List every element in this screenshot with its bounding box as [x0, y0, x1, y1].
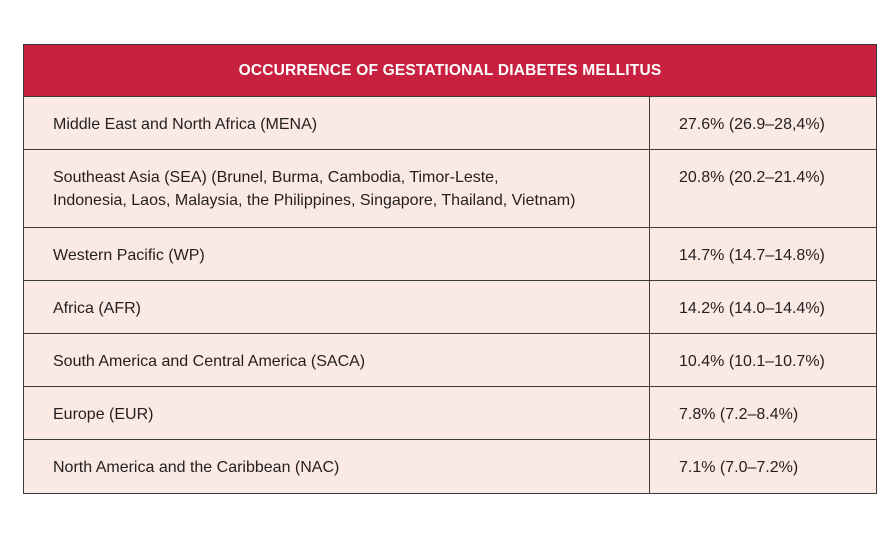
table-row: Africa (AFR) 14.2% (14.0–14.4%) — [23, 280, 877, 334]
table-row: Middle East and North Africa (MENA) 27.6… — [23, 96, 877, 150]
region-cell: North America and the Caribbean (NAC) — [23, 439, 650, 494]
region-cell: Africa (AFR) — [23, 280, 650, 334]
value-cell: 20.8% (20.2–21.4%) — [649, 149, 877, 228]
table-header-row: OCCURRENCE OF GESTATIONAL DIABETES MELLI… — [23, 44, 877, 97]
gdm-occurrence-table-container: OCCURRENCE OF GESTATIONAL DIABETES MELLI… — [23, 44, 877, 494]
region-cell: Middle East and North Africa (MENA) — [23, 96, 650, 150]
gdm-occurrence-table: OCCURRENCE OF GESTATIONAL DIABETES MELLI… — [23, 44, 877, 494]
table-row: North America and the Caribbean (NAC) 7.… — [23, 439, 877, 494]
region-cell: South America and Central America (SACA) — [23, 333, 650, 387]
region-cell: Southeast Asia (SEA) (Brunel, Burma, Cam… — [23, 149, 650, 228]
table-row: Western Pacific (WP) 14.7% (14.7–14.8%) — [23, 227, 877, 281]
region-text-line-1: Southeast Asia (SEA) (Brunel, Burma, Cam… — [53, 169, 499, 186]
value-cell: 27.6% (26.9–28,4%) — [649, 96, 877, 150]
value-cell: 14.7% (14.7–14.8%) — [649, 227, 877, 281]
region-cell: Europe (EUR) — [23, 386, 650, 440]
value-cell: 7.1% (7.0–7.2%) — [649, 439, 877, 494]
table-title: OCCURRENCE OF GESTATIONAL DIABETES MELLI… — [23, 44, 877, 97]
table-row: Southeast Asia (SEA) (Brunel, Burma, Cam… — [23, 149, 877, 228]
table-row: South America and Central America (SACA)… — [23, 333, 877, 387]
value-cell: 7.8% (7.2–8.4%) — [649, 386, 877, 440]
region-text-line-2: Indonesia, Laos, Malaysia, the Philippin… — [53, 192, 576, 209]
value-cell: 10.4% (10.1–10.7%) — [649, 333, 877, 387]
region-cell: Western Pacific (WP) — [23, 227, 650, 281]
value-cell: 14.2% (14.0–14.4%) — [649, 280, 877, 334]
table-row: Europe (EUR) 7.8% (7.2–8.4%) — [23, 386, 877, 440]
